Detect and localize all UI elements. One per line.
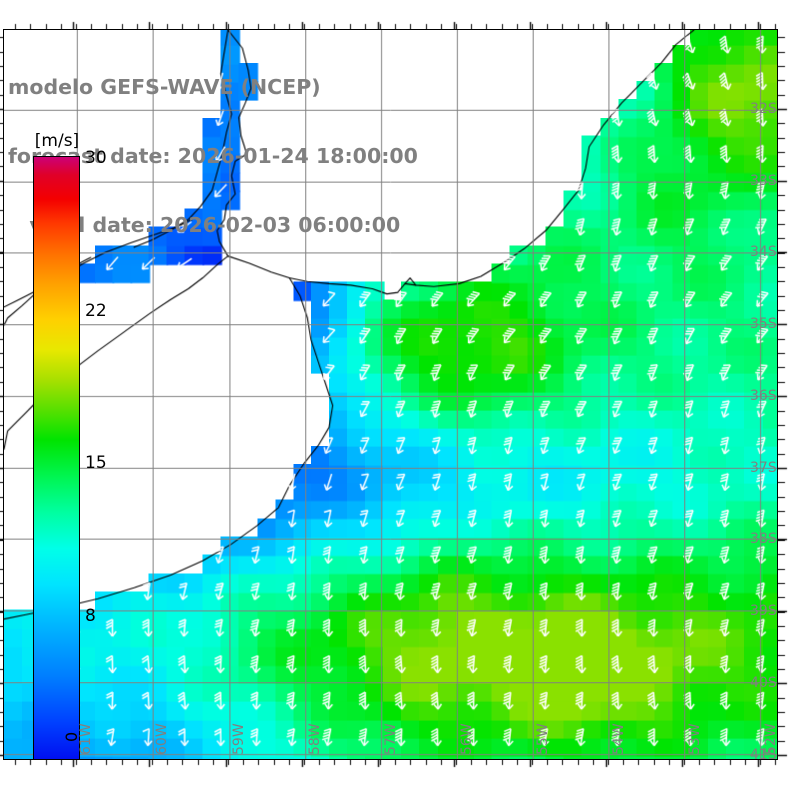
lat-label-32S: 32S — [750, 101, 777, 117]
colorbar-tick-30: 30 — [85, 148, 107, 168]
lon-label-53W: 53W — [687, 723, 703, 755]
map-plot-area — [3, 29, 778, 760]
colorbar — [33, 156, 80, 760]
colorbar-tick-15: 15 — [85, 453, 107, 473]
lat-label-39S: 39S — [750, 603, 777, 619]
title-model: modelo GEFS-WAVE (NCEP) — [8, 75, 321, 99]
lat-label-37S: 37S — [750, 460, 777, 476]
lon-label-58W: 58W — [307, 723, 323, 755]
colorbar-tick-8: 8 — [85, 606, 96, 626]
lon-label-54W: 54W — [611, 723, 627, 755]
colorbar-tick-22: 22 — [85, 301, 107, 321]
lat-label-40S: 40S — [750, 675, 777, 691]
lon-label-57W: 57W — [383, 723, 399, 755]
colorbar-unit-label: [m/s] — [34, 131, 80, 151]
title-valid-date: valid date: 2026-02-03 06:00:00 — [8, 213, 401, 237]
lon-label-55W: 55W — [535, 723, 551, 755]
lon-label-61W: 61W — [78, 723, 94, 755]
graticule-grid — [4, 30, 777, 759]
lat-label-41S: 41S — [750, 747, 777, 763]
lat-label-36S: 36S — [750, 388, 777, 404]
lon-label-60W: 60W — [154, 723, 170, 755]
lat-label-33S: 33S — [750, 173, 777, 189]
lat-label-38S: 38S — [750, 531, 777, 547]
lon-label-59W: 59W — [231, 723, 247, 755]
lat-label-35S: 35S — [750, 316, 777, 332]
lon-label-56W: 56W — [459, 723, 475, 755]
lat-label-34S: 34S — [750, 244, 777, 260]
